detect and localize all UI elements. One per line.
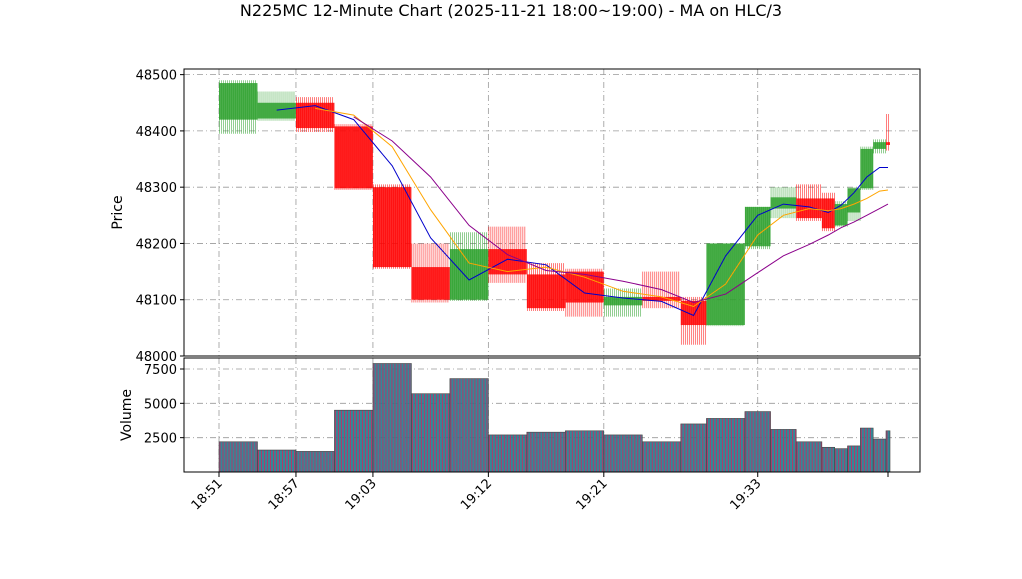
volume-bar-fill [847, 445, 861, 472]
candle [860, 146, 874, 190]
candle-body [219, 83, 258, 120]
volume-bar [526, 431, 566, 473]
candle [873, 139, 886, 154]
volume-bar [603, 434, 643, 473]
candle-body [847, 188, 861, 213]
candle-body [873, 142, 886, 149]
candle [449, 232, 489, 301]
volume-bar [885, 430, 891, 473]
candle [603, 288, 643, 317]
volume-bar [372, 363, 412, 473]
x-tick-label: 19:03 [343, 476, 380, 513]
candle-body [860, 148, 874, 189]
volume-bar [834, 448, 848, 473]
price-tick-label: 48500 [136, 69, 177, 84]
candle-body [680, 300, 707, 326]
candle [526, 263, 566, 311]
price-frame [183, 68, 921, 357]
candle [219, 80, 258, 134]
volume-bar [218, 441, 258, 473]
candle-body [411, 267, 450, 300]
volume-bar [860, 427, 874, 473]
x-tick-label: 19:21 [574, 476, 611, 513]
volume-bar [488, 434, 528, 473]
volume-bar-fill [821, 447, 835, 472]
x-tick-label: 18:51 [189, 476, 226, 513]
volume-bar [641, 441, 682, 473]
x-tick-label: 18:57 [266, 476, 303, 513]
candle-body [334, 126, 373, 189]
candle [642, 271, 681, 309]
volume-frame [183, 357, 921, 473]
volume-bar-fill [886, 430, 890, 472]
volume-axis-label: Volume [119, 389, 135, 441]
candle-body [449, 249, 489, 300]
candle-body [372, 187, 412, 268]
x-tick-label: 19:33 [727, 476, 764, 513]
volume-tick-label: 7500 [144, 363, 177, 378]
price-tick-label: 48300 [136, 181, 177, 196]
candle-body [295, 102, 335, 129]
volume-bar [411, 393, 451, 473]
price-panel: 48000 48100 48200 48300 48400 48500 Price [110, 68, 921, 365]
volume-bar [744, 411, 771, 473]
volume-bar [872, 438, 887, 473]
candle [770, 187, 797, 219]
ma-line-ma2 [315, 107, 889, 308]
candle [372, 184, 412, 269]
volume-bar [680, 423, 707, 473]
candle-body [488, 249, 527, 275]
volume-tick-label: 5000 [144, 397, 177, 412]
x-axis: 18:51 18:57 19:03 19:12 19:21 19:33 [189, 472, 889, 513]
volume-bar-fill [860, 428, 874, 472]
price-tick-label: 48400 [136, 125, 177, 140]
candle [821, 192, 835, 232]
candle [295, 97, 335, 133]
price-tick-label: 48200 [136, 237, 177, 252]
ma-line-ma3 [353, 116, 889, 304]
chart-title: N225MC 12-Minute Chart (2025-11-21 18:00… [240, 1, 782, 20]
candle [334, 124, 373, 190]
candle [834, 201, 848, 227]
candle [796, 184, 822, 221]
volume-bar [847, 445, 861, 473]
ma-line-ma1 [276, 105, 888, 317]
candle-body [770, 197, 797, 209]
candle [886, 114, 890, 151]
price-axis-label: Price [110, 195, 126, 229]
x-tick-label: 19:12 [458, 476, 495, 513]
volume-bar [795, 441, 823, 473]
candle-body [886, 142, 890, 145]
volume-bar [449, 378, 489, 473]
candle-body [821, 198, 835, 229]
volume-bar [334, 409, 374, 473]
volume-bar [565, 430, 605, 473]
price-tick-label: 48000 [136, 350, 177, 365]
candle [411, 243, 450, 303]
volume-bar [770, 429, 797, 473]
candle-body [565, 271, 604, 303]
volume-bar-fill [873, 439, 886, 472]
candle-body [257, 102, 296, 119]
volume-bar [295, 451, 335, 473]
volume-panel: 2500 5000 7500 Volume [119, 357, 921, 473]
volume-bar [706, 418, 746, 473]
candle [257, 91, 296, 121]
candle-body [603, 296, 643, 306]
volume-tick-label: 2500 [144, 432, 177, 447]
candle-body [642, 296, 681, 301]
volume-bar [257, 449, 297, 473]
volume-bar [821, 446, 835, 473]
price-tick-label: 48100 [136, 294, 177, 309]
volume-bar-fill [834, 448, 848, 472]
candle-body [526, 274, 566, 309]
